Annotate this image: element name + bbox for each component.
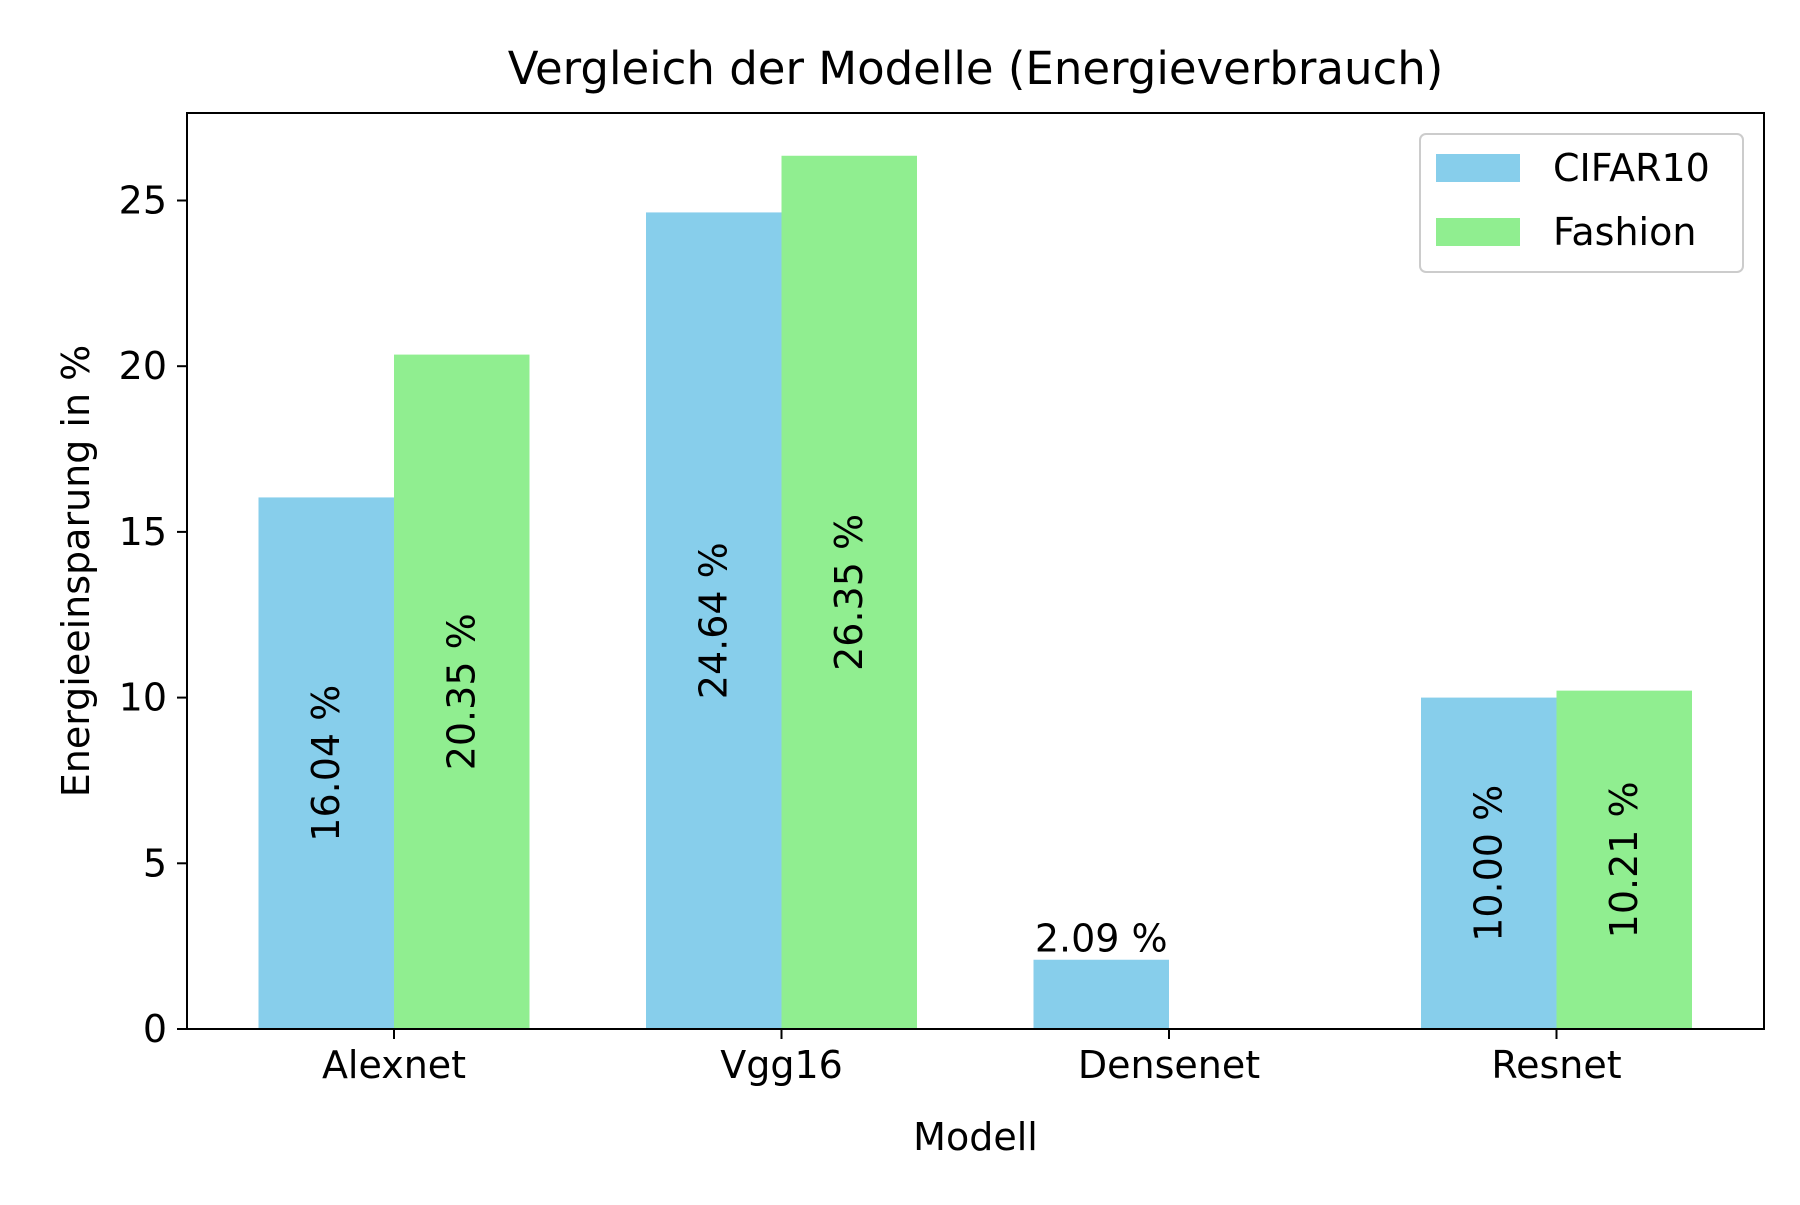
legend-label: CIFAR10 (1553, 146, 1710, 190)
bar-value-label: 16.04 % (304, 685, 348, 842)
bar-cifar10-vgg16 (646, 212, 782, 1029)
bar-value-label: 20.35 % (440, 613, 484, 770)
y-tick-label: 25 (119, 178, 167, 222)
bar-fashion-alexnet (394, 354, 530, 1029)
x-tick-label: Densenet (1078, 1043, 1260, 1087)
legend-swatch (1436, 218, 1520, 246)
bar-cifar10-alexnet (258, 497, 394, 1030)
legend-label: Fashion (1553, 210, 1696, 254)
y-axis-title: Energieeinsparung in % (54, 345, 98, 798)
legend-swatch (1436, 154, 1520, 182)
bar-value-label: 2.09 % (1035, 917, 1168, 961)
x-tick-label: Alexnet (322, 1043, 466, 1087)
y-tick-label: 5 (143, 841, 167, 885)
chart-text: 0 5 10 15 20 25 Alexnet Vgg16 Densenet Resnet 16.0… (54, 42, 1744, 1159)
bar-value-label: 10.21 % (1602, 781, 1646, 938)
bar-value-label: 24.64 % (692, 542, 736, 699)
bar-fashion-resnet (1556, 690, 1692, 1029)
x-axis-title: Modell (913, 1115, 1038, 1159)
x-tick-label: Resnet (1491, 1043, 1621, 1087)
legend: CIFAR10 Fashion (1419, 133, 1744, 273)
y-tick-label: 15 (119, 510, 167, 554)
chart-title: Vergleich der Modelle (Energieverbrauch) (508, 42, 1444, 95)
bar-cifar10-resnet (1421, 697, 1557, 1029)
bar-fashion-vgg16 (781, 155, 917, 1029)
plot-frame (186, 112, 1765, 1030)
bar-value-label: 10.00 % (1467, 785, 1511, 942)
y-tick-label: 20 (119, 344, 167, 388)
y-tick-label: 0 (143, 1007, 167, 1051)
bar-value-label: 26.35 % (827, 514, 871, 671)
x-tick-label: Vgg16 (720, 1043, 843, 1087)
plot-area (177, 112, 1765, 1039)
bar-cifar10-densenet (1033, 959, 1169, 1029)
y-tick-label: 10 (119, 676, 167, 720)
